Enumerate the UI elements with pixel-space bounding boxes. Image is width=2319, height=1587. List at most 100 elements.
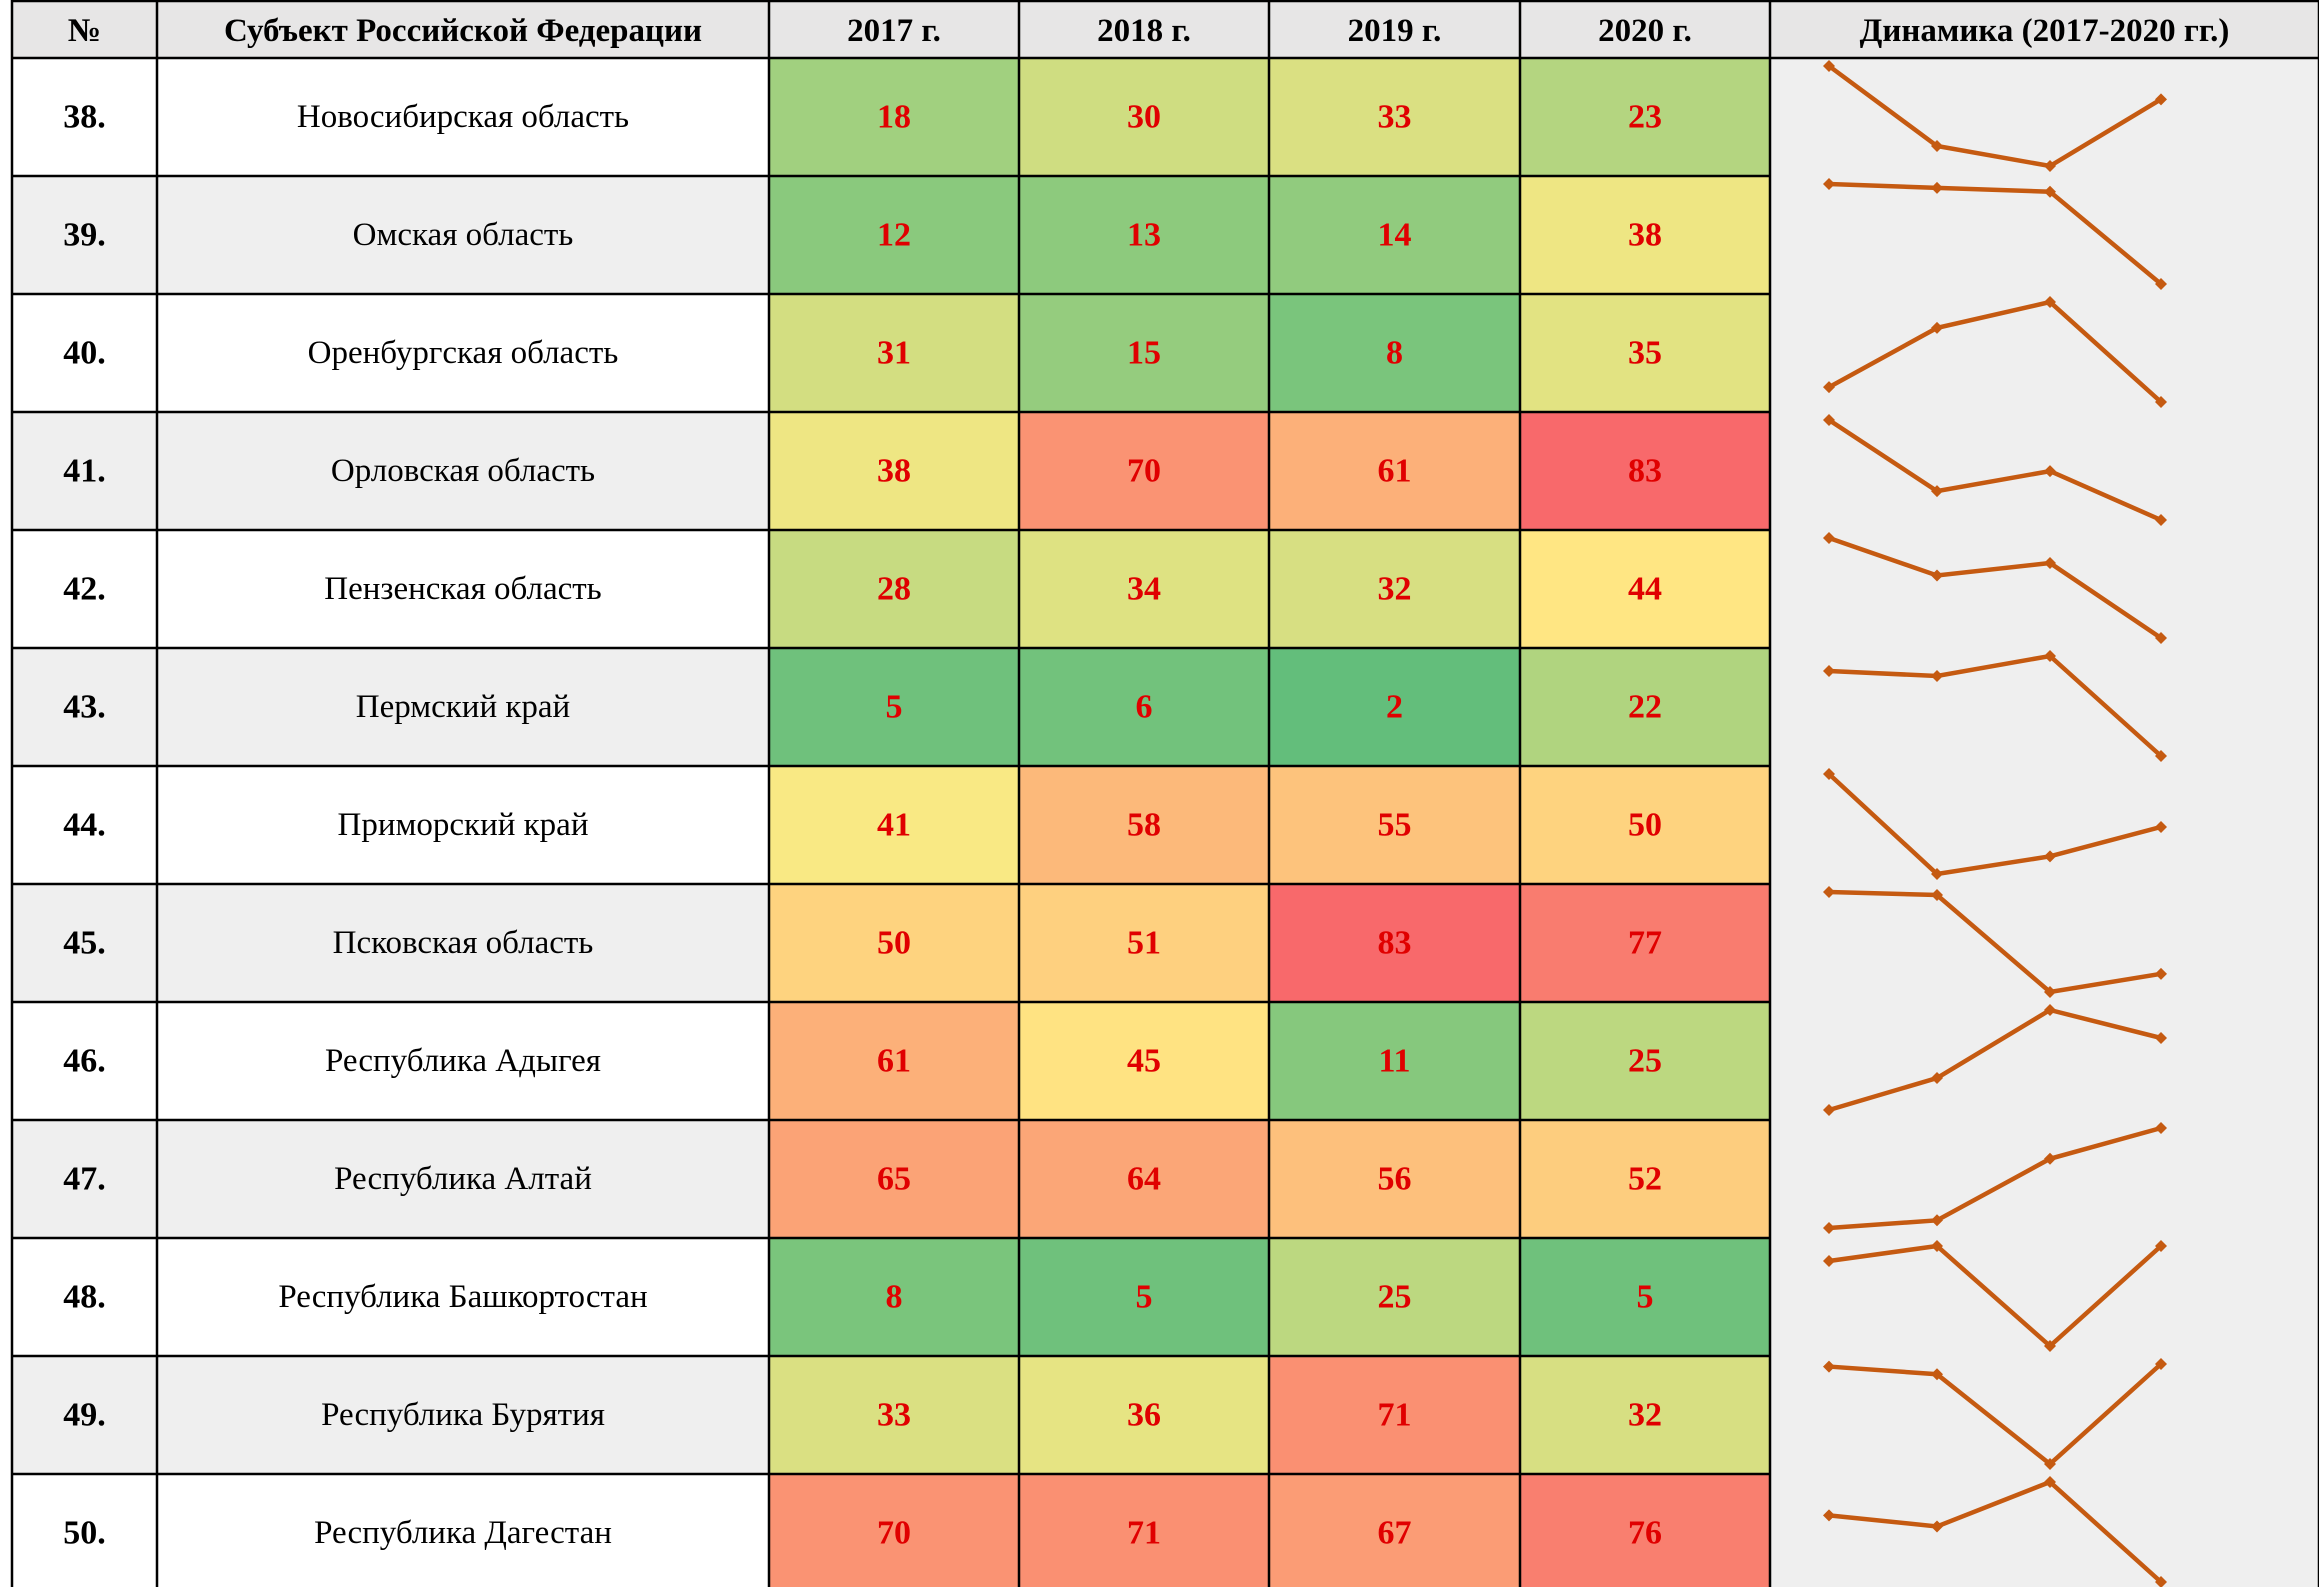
sparkline-marker xyxy=(2155,1240,2167,1252)
row-bg xyxy=(12,58,769,176)
value: 12 xyxy=(877,217,911,254)
heat-cell xyxy=(1520,1474,1770,1587)
region-name: Пензенская область xyxy=(324,571,601,607)
sparkline-marker xyxy=(1931,321,1943,334)
sparkline-marker xyxy=(2044,1340,2056,1352)
heat-cell xyxy=(1269,884,1520,1002)
value: 31 xyxy=(877,335,911,372)
sparkline-marker xyxy=(1931,868,1943,880)
sparkline-marker xyxy=(1823,1360,1835,1373)
row-bg xyxy=(12,412,769,530)
header-cell: Динамика (2017-2020 гг.) xyxy=(1860,13,2230,49)
sparkline-marker xyxy=(1823,768,1835,780)
heat-cell xyxy=(1520,412,1770,530)
region-name: Республика Дагестан xyxy=(314,1515,612,1551)
value: 28 xyxy=(877,571,911,608)
header-cell: № xyxy=(68,13,101,49)
value: 50 xyxy=(1628,807,1662,844)
row-number: 43. xyxy=(63,689,106,726)
heat-cell xyxy=(769,530,1019,648)
heat-cell xyxy=(1269,1356,1520,1474)
value: 5 xyxy=(1136,1279,1153,1316)
value: 5 xyxy=(1637,1279,1654,1316)
value: 44 xyxy=(1628,571,1662,608)
heat-cell xyxy=(1019,648,1269,766)
sparkline xyxy=(1827,772,2162,877)
value: 15 xyxy=(1127,335,1161,372)
row-number: 40. xyxy=(63,335,106,372)
value: 51 xyxy=(1127,925,1161,962)
spark-bg xyxy=(1770,766,2319,884)
row-number: 44. xyxy=(63,807,106,844)
value: 61 xyxy=(1378,453,1412,490)
row-number: 50. xyxy=(63,1515,106,1552)
value: 83 xyxy=(1378,925,1412,962)
value: 38 xyxy=(877,453,911,490)
heat-cell xyxy=(1019,412,1269,530)
row-bg xyxy=(12,1474,769,1587)
value: 61 xyxy=(877,1043,911,1080)
sparkline-marker xyxy=(1931,1214,1943,1227)
row-number: 38. xyxy=(63,99,106,136)
sparkline-marker xyxy=(2155,396,2167,408)
region-name: Новосибирская область xyxy=(297,99,629,135)
value: 32 xyxy=(1378,571,1412,608)
heat-cell xyxy=(1269,176,1520,294)
row-number: 42. xyxy=(63,571,106,608)
sparkline xyxy=(1828,1362,2163,1467)
value: 64 xyxy=(1127,1161,1161,1198)
heat-cell xyxy=(1520,1002,1770,1120)
value: 67 xyxy=(1378,1515,1412,1552)
row-number: 45. xyxy=(63,925,106,962)
sparkline-marker xyxy=(1823,665,1835,677)
sparkline-marker xyxy=(1823,1509,1835,1522)
heat-cell xyxy=(1019,766,1269,884)
region-name: Приморский край xyxy=(338,807,589,843)
region-name: Пермский край xyxy=(356,689,570,725)
value: 70 xyxy=(1127,453,1161,490)
value: 30 xyxy=(1127,99,1161,136)
value: 58 xyxy=(1127,807,1161,844)
sparkline-marker xyxy=(1823,886,1835,898)
sparkline xyxy=(1828,1125,2162,1231)
row-bg xyxy=(12,884,769,1002)
sparkline-marker xyxy=(2155,820,2167,833)
row-bg xyxy=(12,1356,769,1474)
sparkline-marker xyxy=(1931,1520,1943,1533)
heat-cell xyxy=(1520,884,1770,1002)
value: 41 xyxy=(877,807,911,844)
heat-cell xyxy=(769,176,1019,294)
sparkline xyxy=(1827,64,2163,169)
heat-cell xyxy=(1019,176,1269,294)
value: 34 xyxy=(1127,571,1161,608)
spark-bg xyxy=(1770,1474,2319,1587)
sparkline-marker xyxy=(2155,750,2167,762)
heat-cell xyxy=(1269,1002,1520,1120)
sparkline-marker xyxy=(1931,181,1943,194)
spark-bg xyxy=(1770,648,2319,766)
value: 35 xyxy=(1628,335,1662,372)
header-cell: Субъект Российской Федерации xyxy=(224,13,702,49)
heat-cell xyxy=(1520,766,1770,884)
heat-cell xyxy=(1520,1238,1770,1356)
value: 65 xyxy=(877,1161,911,1198)
sparkline-marker xyxy=(1931,1240,1943,1252)
row-bg xyxy=(12,1120,769,1238)
heat-cell xyxy=(769,1238,1019,1356)
sparkline-marker xyxy=(1823,414,1835,426)
sparkline-marker xyxy=(1931,485,1943,498)
region-name: Республика Бурятия xyxy=(321,1397,605,1433)
sparkline-marker xyxy=(1931,1368,1943,1381)
heat-cell xyxy=(1019,1120,1269,1238)
sparkline-marker xyxy=(2155,514,2167,526)
sparkline-marker xyxy=(2044,296,2056,308)
heat-cell xyxy=(769,766,1019,884)
value: 33 xyxy=(1378,99,1412,136)
value: 8 xyxy=(886,1279,903,1316)
sparkline-marker xyxy=(2044,1458,2056,1470)
value: 25 xyxy=(1628,1043,1662,1080)
sparkline-marker xyxy=(2155,278,2167,290)
region-name: Орловская область xyxy=(331,453,595,489)
value: 76 xyxy=(1628,1515,1662,1552)
